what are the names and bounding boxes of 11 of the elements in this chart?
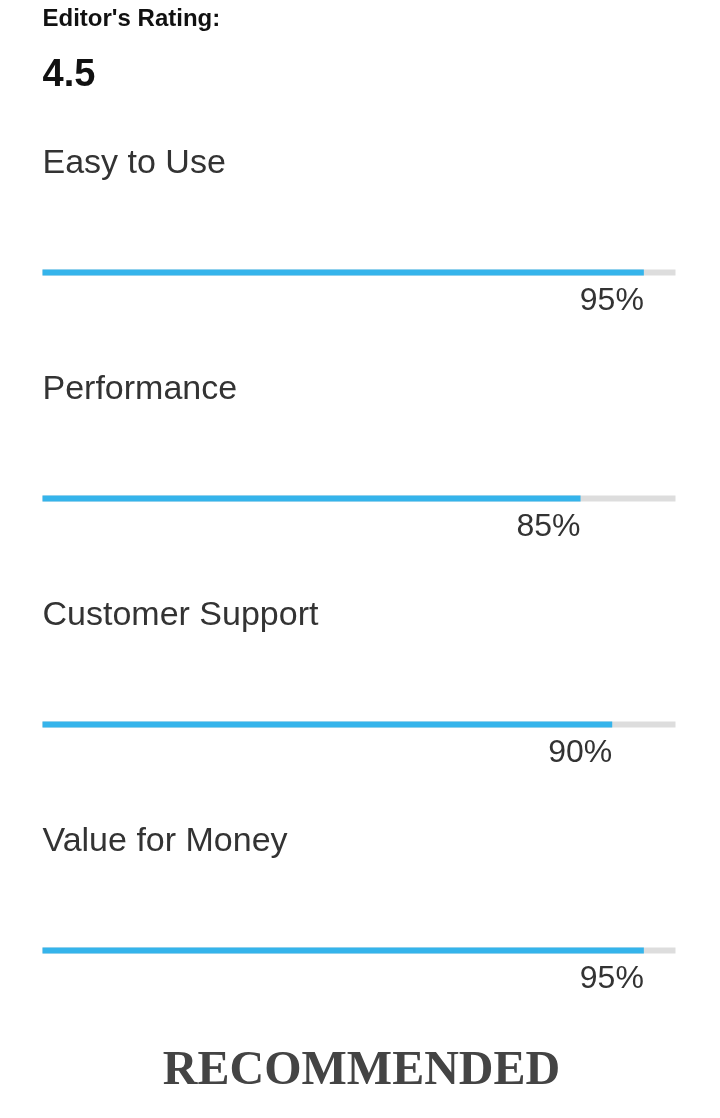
- data-label: 90%: [548, 732, 613, 769]
- y-tick-label: Value for Money: [42, 819, 288, 858]
- text: RECOMMENDED: [162, 1041, 561, 1094]
- data-label: 95%: [579, 280, 644, 317]
- data-label: 85%: [516, 506, 581, 543]
- annotation: 4.5: [42, 52, 96, 94]
- chart-title: Editor's Rating:: [42, 4, 221, 31]
- y-tick-label: Easy to Use: [42, 141, 226, 180]
- y-tick-label: Performance: [42, 367, 238, 406]
- y-tick-label: Customer Support: [42, 593, 319, 632]
- data-label: 95%: [579, 958, 644, 995]
